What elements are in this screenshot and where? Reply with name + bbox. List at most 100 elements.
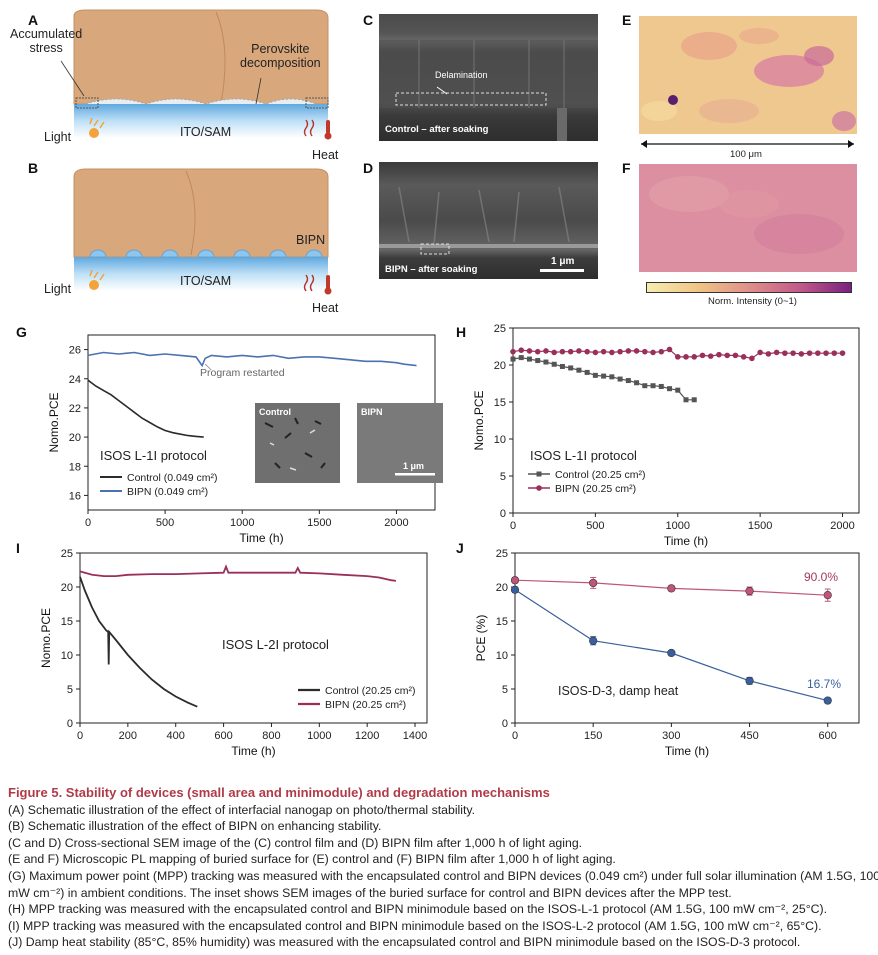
data-point xyxy=(600,348,607,355)
panel-label-b: B xyxy=(28,160,39,176)
panel-label-d: D xyxy=(363,160,374,176)
data-point xyxy=(667,648,676,658)
y-tick-label: 0 xyxy=(502,718,508,730)
data-point xyxy=(535,358,541,364)
inset-control-label: Control xyxy=(259,407,291,417)
i-protocol: ISOS L-2I protocol xyxy=(222,637,329,652)
data-point xyxy=(667,584,676,593)
data-point xyxy=(568,365,574,371)
caption-line: mW cm⁻²) in ambient conditions. The inse… xyxy=(8,885,732,900)
data-point xyxy=(823,591,832,600)
heat-wave-icon xyxy=(303,119,315,137)
legend-label: Control (20.25 cm²) xyxy=(325,685,415,697)
data-point xyxy=(567,348,574,355)
y-tick-label: 25 xyxy=(494,323,506,335)
data-point xyxy=(806,350,813,356)
ito-sam-label-a: ITO/SAM xyxy=(180,125,232,139)
legend-label: Control (0.049 cm²) xyxy=(127,472,217,484)
data-point xyxy=(617,348,623,355)
x-tick-label: 1000 xyxy=(666,520,690,532)
caption-line: (C and D) Cross-sectional SEM image of t… xyxy=(8,835,583,850)
chart-h: 0 500 1000 1500 2000 0 5 10 15 20 25 Time (h) Nomo.P… xyxy=(472,323,860,548)
x-tick-label: 150 xyxy=(584,730,602,742)
data-point xyxy=(683,354,689,360)
legend-label: Control (20.25 cm²) xyxy=(555,469,645,481)
data-point xyxy=(740,354,747,360)
panel-label-g: G xyxy=(16,324,27,340)
data-point xyxy=(745,586,754,596)
chart-g: 0 500 1000 1500 2000 16 18 20 22 24 26 Time (h) Nomo… xyxy=(47,334,436,545)
data-point xyxy=(609,349,615,356)
x-tick-label: 500 xyxy=(586,520,604,532)
data-point xyxy=(609,374,615,380)
y-tick-label: 15 xyxy=(494,397,506,409)
sem-image-control: Delamination Control – after soaking xyxy=(379,14,598,141)
x-tick-label: 0 xyxy=(510,520,516,532)
panel-label-j: J xyxy=(456,540,464,556)
data-point xyxy=(823,350,829,356)
data-point xyxy=(642,348,648,355)
g-protocol: ISOS L-1I protocol xyxy=(100,448,207,463)
data-point xyxy=(765,351,772,357)
pl-map-bipn xyxy=(639,164,857,272)
heat-label-b: Heat xyxy=(312,301,339,315)
x-tick-label: 0 xyxy=(512,730,518,742)
data-point xyxy=(757,349,763,356)
x-tick-label: 400 xyxy=(167,730,185,742)
series-line xyxy=(512,356,695,401)
data-point xyxy=(650,383,656,389)
data-point xyxy=(634,380,640,386)
data-point xyxy=(642,383,648,389)
sem-image-bipn: 1 μm BIPN – after soaking xyxy=(379,162,598,279)
data-point xyxy=(526,356,532,362)
data-point xyxy=(559,363,565,369)
x-tick-label: 2000 xyxy=(830,520,854,532)
panel-label-a: A xyxy=(28,12,39,28)
plot-frame xyxy=(514,552,860,724)
data-point xyxy=(551,349,557,356)
data-point xyxy=(749,355,755,362)
y-tick-label: 10 xyxy=(496,650,508,662)
data-point xyxy=(543,359,549,365)
x-tick-label: 2000 xyxy=(384,517,408,529)
caption-title: Figure 5. Stability of devices (small ar… xyxy=(8,785,550,800)
data-point xyxy=(732,352,739,359)
data-point xyxy=(707,353,714,359)
data-point xyxy=(633,348,640,354)
y-tick-label: 10 xyxy=(61,650,73,662)
data-point xyxy=(699,352,706,359)
panel-label-h: H xyxy=(456,324,467,340)
colorbar xyxy=(646,282,852,293)
legend-marker xyxy=(536,485,542,491)
x-tick-label: 1000 xyxy=(307,730,331,742)
caption-line: (H) MPP tracking was measured with the e… xyxy=(8,902,828,917)
y-tick-label: 5 xyxy=(500,471,506,483)
x-tick-label: 1200 xyxy=(355,730,379,742)
y-tick-label: 25 xyxy=(496,548,508,560)
j-annotation-control: 16.7% xyxy=(807,677,842,691)
legend-marker xyxy=(536,471,542,477)
y-tick-label: 15 xyxy=(61,616,73,628)
data-point xyxy=(551,361,557,367)
data-point xyxy=(576,348,582,354)
x-axis-label: Time (h) xyxy=(664,534,708,548)
x-tick-label: 0 xyxy=(85,517,91,529)
schematic-a xyxy=(60,9,332,140)
inset-scale-label: 1 μm xyxy=(403,461,425,471)
sun-icon xyxy=(89,128,99,138)
data-point xyxy=(745,676,754,685)
data-point xyxy=(674,354,681,360)
data-point xyxy=(601,373,607,379)
caption-line: (G) Maximum power point (MPP) tracking w… xyxy=(8,868,878,883)
y-tick-label: 26 xyxy=(69,345,81,357)
delamination-label: Delamination xyxy=(435,70,488,80)
data-point xyxy=(658,383,664,389)
data-point xyxy=(543,348,549,354)
series-line xyxy=(87,351,417,368)
series-line xyxy=(79,564,397,582)
y-axis-label: Nomo.PCE xyxy=(472,390,486,450)
data-point xyxy=(617,376,623,382)
data-point xyxy=(658,348,665,355)
data-point xyxy=(691,354,698,360)
thermometer-icon xyxy=(326,120,330,134)
